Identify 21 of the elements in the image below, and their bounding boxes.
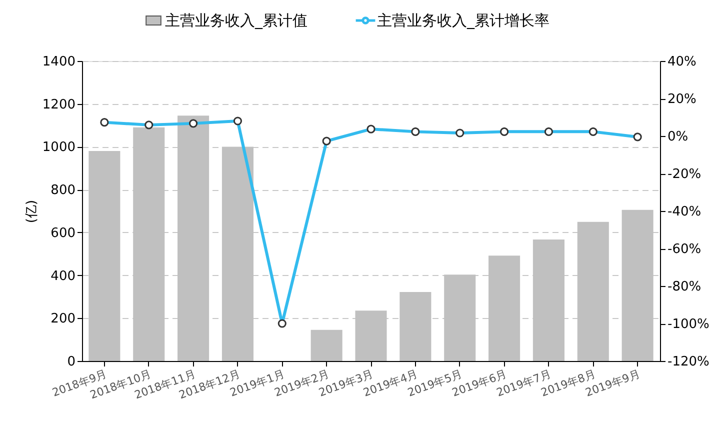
y2-tick-label: -120%: [668, 354, 710, 370]
y2-tick-label: -100%: [668, 317, 710, 332]
bar: [310, 330, 342, 361]
y-tick-label: 1200: [42, 97, 76, 112]
y-tick-label: 1400: [42, 54, 76, 70]
y2-tick-label: -80%: [668, 280, 702, 294]
y-axis-title: (亿): [24, 200, 40, 224]
legend-label: 主营业务收入_累计值: [165, 12, 308, 30]
y-tick-label: 0: [67, 354, 76, 370]
y2-tick-label: 40%: [668, 54, 696, 70]
y2-tick-label: -40%: [668, 204, 702, 220]
y-tick-label: 1000: [42, 140, 76, 156]
y2-tick-label: -20%: [668, 167, 702, 182]
legend-label: 主营业务收入_累计增长率: [377, 12, 550, 30]
y2-tick-label: 0%: [668, 130, 688, 144]
y-tick-label: 800: [50, 183, 76, 198]
y2-tick-label: 20%: [668, 92, 696, 107]
y-tick-label: 600: [50, 226, 76, 241]
y-tick-label: 200: [50, 312, 76, 327]
y2-tick-label: -60%: [668, 242, 702, 257]
y-tick-label: 400: [50, 268, 76, 284]
